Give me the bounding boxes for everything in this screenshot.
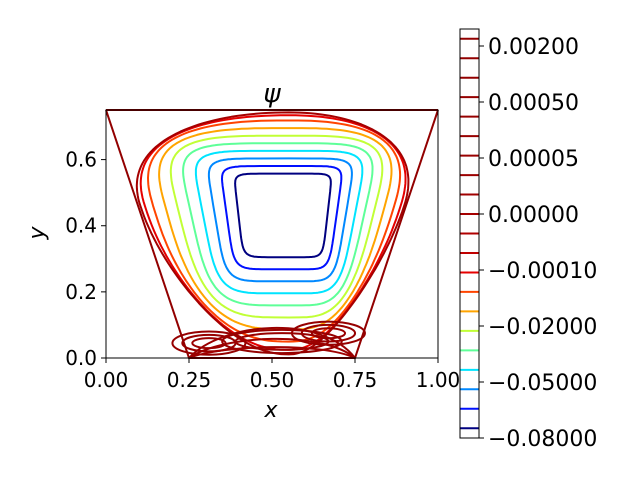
colorbar-tick-label: 0.00050 bbox=[488, 91, 579, 116]
colorbar-tick-label: 0.00200 bbox=[488, 35, 579, 60]
x-axis-ticks: 0.00 0.25 0.50 0.75 1.00 bbox=[84, 358, 461, 392]
colorbar-tick-label: −0.00010 bbox=[488, 259, 597, 284]
colorbar: 0.00200 0.00050 0.00005 0.00000 −0.00010 −0.0… bbox=[459, 28, 597, 452]
colorbar-frame bbox=[459, 28, 480, 439]
contour-line bbox=[158, 127, 393, 331]
y-tick-label: 0.0 bbox=[65, 346, 97, 370]
y-axis-ticks: 0.0 0.2 0.4 0.6 bbox=[65, 148, 106, 370]
contour-line bbox=[169, 134, 384, 319]
x-tick-label: 0.50 bbox=[250, 368, 295, 392]
colorbar-tick-label: 0.00000 bbox=[488, 203, 579, 228]
x-axis-label: x bbox=[263, 398, 278, 423]
separatrix-line bbox=[188, 326, 356, 359]
contour-line bbox=[234, 172, 332, 259]
y-tick-label: 0.2 bbox=[65, 280, 97, 304]
y-tick-label: 0.6 bbox=[65, 148, 97, 172]
contour-line bbox=[147, 119, 402, 343]
contour-line bbox=[135, 111, 410, 356]
contour-line bbox=[182, 142, 374, 307]
x-tick-label: 0.00 bbox=[84, 368, 129, 392]
contour-line bbox=[207, 157, 353, 283]
y-axis-label: y bbox=[25, 226, 50, 241]
contour-line bbox=[194, 149, 364, 295]
contour-line bbox=[221, 165, 343, 271]
eddy-contour bbox=[221, 328, 343, 355]
colorbar-tick-label: 0.00005 bbox=[488, 147, 579, 172]
x-tick-label: 0.25 bbox=[167, 368, 212, 392]
colorbar-tick-label: −0.05000 bbox=[488, 371, 597, 396]
contour-line bbox=[139, 114, 407, 351]
eddy-contour bbox=[171, 330, 247, 356]
colorbar-tick-label: −0.08000 bbox=[488, 427, 597, 452]
eddy-contour bbox=[300, 323, 357, 343]
colorbar-tick-label: −0.02000 bbox=[488, 315, 597, 340]
x-tick-label: 1.00 bbox=[416, 368, 461, 392]
y-tick-label: 0.4 bbox=[65, 214, 97, 238]
colorbar-ticks: 0.00200 0.00050 0.00005 0.00000 −0.00010 −0.0… bbox=[479, 35, 597, 452]
contour-lines bbox=[105, 109, 439, 359]
colorbar-swatches bbox=[460, 37, 479, 430]
chart-title: ψ bbox=[263, 79, 281, 109]
x-tick-label: 0.75 bbox=[333, 368, 378, 392]
separatrix-line bbox=[188, 346, 356, 359]
separatrix-line bbox=[188, 337, 356, 359]
plot-axes: 0.00 0.25 0.50 0.75 1.00 0.0 0.2 0.4 0.6 ψ x y bbox=[25, 79, 460, 423]
